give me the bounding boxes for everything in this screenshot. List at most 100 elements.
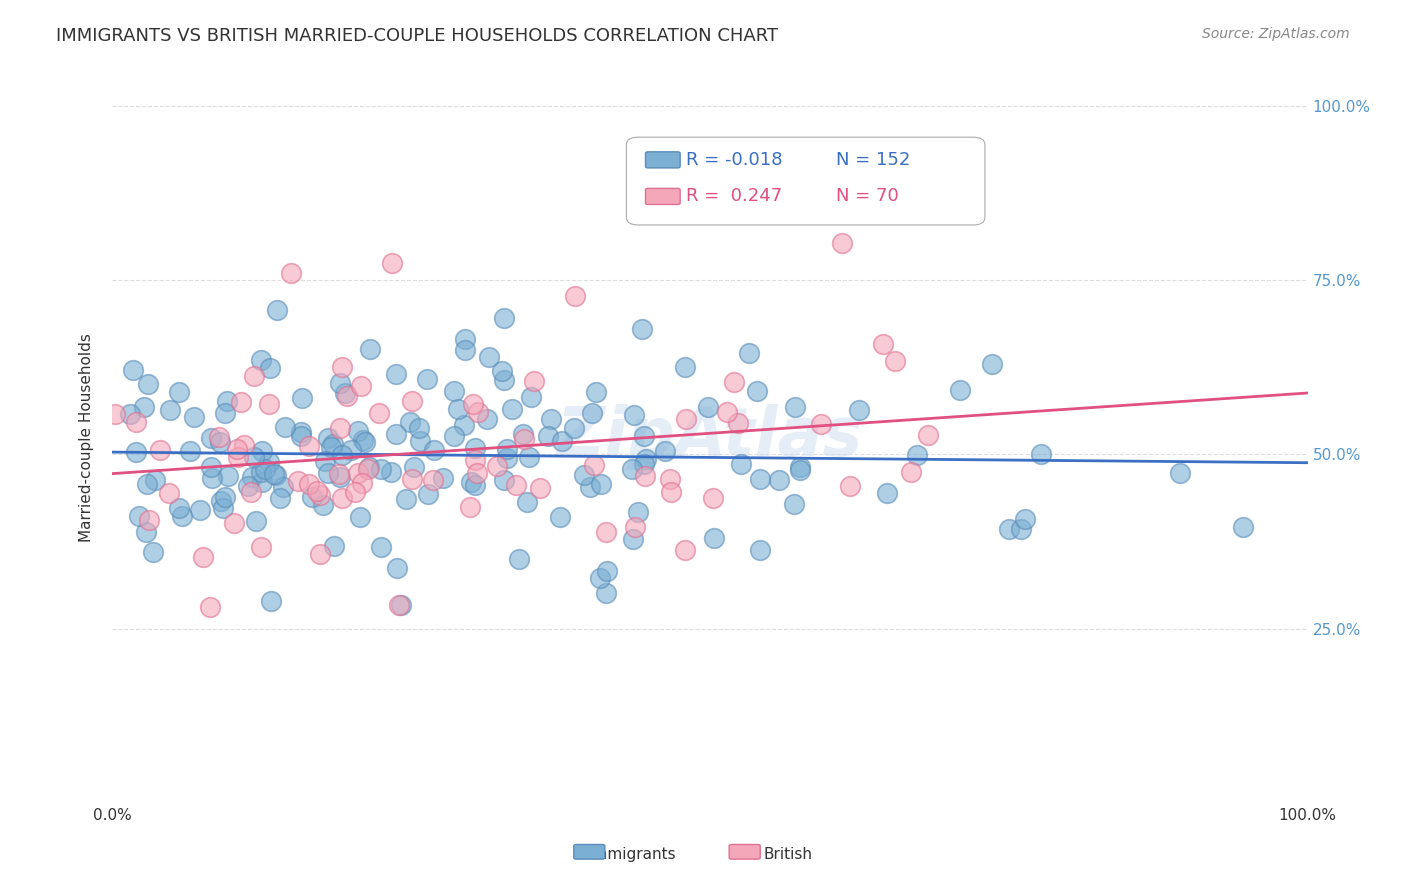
Immigrants — [492, 373, 515, 387]
Immigrants — [783, 497, 806, 511]
Immigrants — [122, 363, 145, 377]
British — [329, 421, 352, 435]
British — [659, 485, 682, 500]
British — [465, 467, 488, 481]
Immigrants — [214, 406, 236, 420]
British — [634, 469, 657, 483]
Immigrants — [316, 466, 339, 480]
Immigrants — [783, 401, 806, 415]
British — [401, 472, 423, 486]
Immigrants — [496, 450, 519, 465]
Immigrants — [312, 498, 335, 512]
Immigrants — [464, 442, 486, 456]
Immigrants — [214, 490, 236, 504]
FancyBboxPatch shape — [574, 845, 605, 859]
British — [467, 404, 489, 418]
FancyBboxPatch shape — [645, 152, 681, 168]
British — [280, 267, 302, 281]
British — [198, 599, 221, 614]
Immigrants — [1232, 520, 1254, 534]
Immigrants — [789, 463, 811, 477]
Text: Source: ZipAtlas.com: Source: ZipAtlas.com — [1202, 27, 1350, 41]
British — [224, 516, 246, 530]
British — [208, 430, 231, 444]
Text: British: British — [763, 847, 813, 862]
British — [138, 513, 160, 527]
Immigrants — [494, 311, 516, 326]
Immigrants — [520, 390, 543, 404]
Immigrants — [236, 478, 259, 492]
FancyBboxPatch shape — [627, 137, 986, 225]
Immigrants — [848, 402, 870, 417]
Immigrants — [322, 437, 344, 451]
British — [839, 479, 862, 493]
Immigrants — [409, 434, 432, 449]
Text: R =  0.247: R = 0.247 — [686, 187, 782, 205]
Immigrants — [447, 401, 470, 416]
British — [564, 288, 586, 302]
British — [343, 484, 366, 499]
British — [328, 467, 350, 482]
Immigrants — [250, 475, 273, 489]
Immigrants — [627, 505, 650, 519]
Immigrants — [385, 426, 408, 441]
Immigrants — [167, 501, 190, 516]
British — [727, 416, 749, 430]
British — [723, 375, 745, 389]
British — [259, 397, 281, 411]
Immigrants — [981, 357, 1004, 371]
British — [149, 443, 172, 458]
British — [250, 540, 273, 554]
British — [595, 525, 617, 540]
Immigrants — [200, 431, 222, 445]
Immigrants — [789, 460, 811, 475]
Immigrants — [357, 460, 380, 475]
Immigrants — [551, 434, 574, 449]
Immigrants — [143, 473, 166, 487]
Immigrants — [316, 431, 339, 445]
Immigrants — [250, 443, 273, 458]
British — [675, 412, 697, 426]
Immigrants — [340, 442, 363, 457]
Immigrants — [585, 385, 607, 400]
Immigrants — [730, 457, 752, 471]
British — [505, 478, 527, 492]
Immigrants — [578, 480, 600, 494]
Y-axis label: Married-couple Households: Married-couple Households — [79, 333, 94, 541]
British — [529, 481, 551, 495]
Immigrants — [242, 469, 264, 483]
Immigrants — [259, 361, 281, 376]
British — [461, 396, 484, 410]
British — [388, 598, 411, 612]
Immigrants — [673, 359, 696, 374]
Immigrants — [501, 401, 523, 416]
British — [357, 462, 380, 476]
British — [583, 458, 606, 472]
British — [330, 491, 353, 506]
Immigrants — [142, 545, 165, 559]
Immigrants — [370, 462, 392, 476]
Immigrants — [215, 394, 238, 409]
British — [298, 439, 321, 453]
Immigrants — [170, 509, 193, 524]
Text: R = -0.018: R = -0.018 — [686, 151, 783, 169]
Immigrants — [385, 561, 408, 575]
Immigrants — [454, 332, 477, 346]
Immigrants — [329, 376, 352, 391]
Immigrants — [454, 343, 477, 357]
Immigrants — [395, 491, 418, 506]
Immigrants — [738, 345, 761, 359]
Immigrants — [263, 467, 285, 482]
Immigrants — [399, 415, 422, 429]
Immigrants — [321, 440, 343, 454]
Immigrants — [167, 385, 190, 400]
British — [226, 450, 249, 465]
British — [309, 547, 332, 561]
Immigrants — [512, 426, 534, 441]
Immigrants — [245, 514, 267, 528]
Immigrants — [633, 457, 655, 471]
Immigrants — [478, 350, 501, 364]
British — [298, 477, 321, 491]
British — [233, 438, 256, 452]
Immigrants — [211, 494, 233, 508]
